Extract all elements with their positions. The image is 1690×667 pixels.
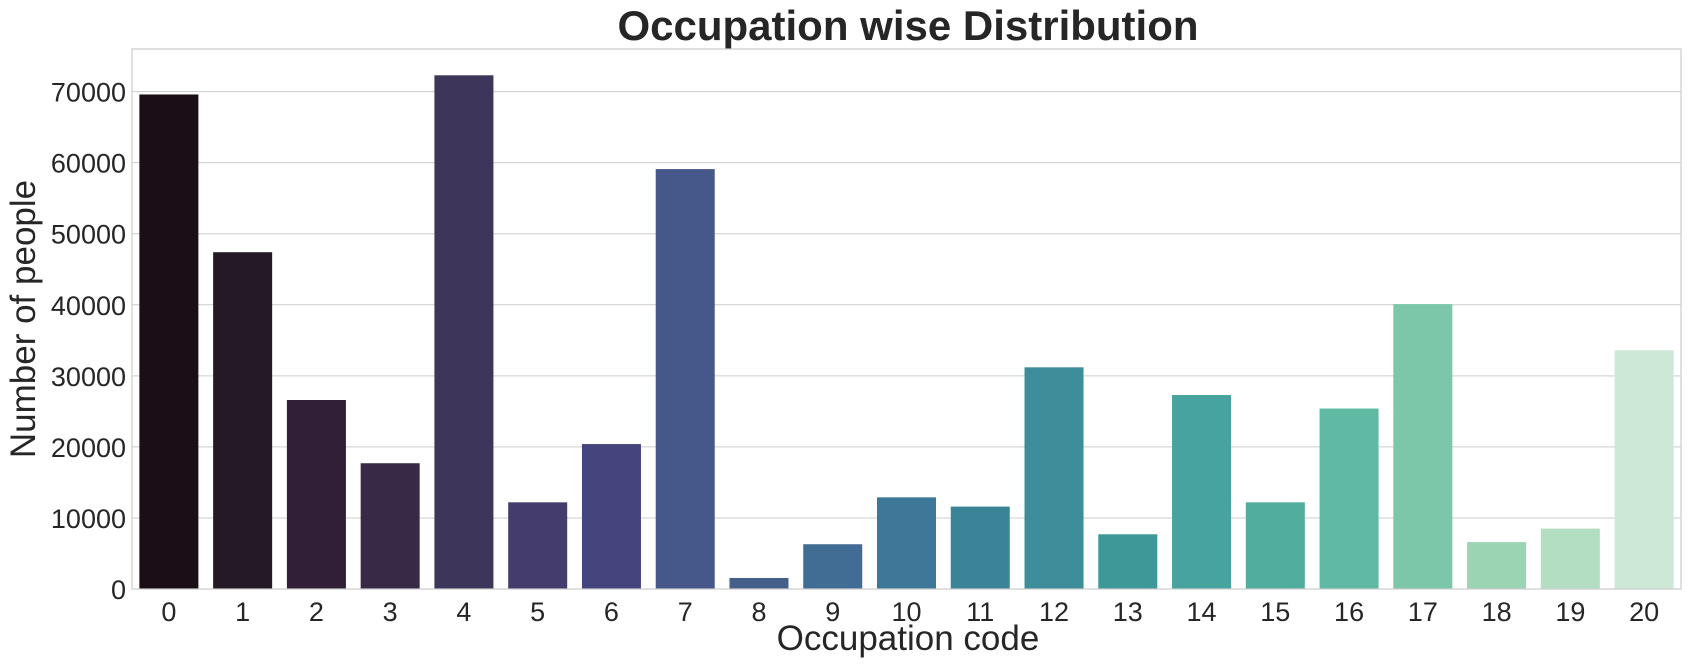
x-tick-label: 9 — [825, 597, 840, 627]
x-tick-label: 1 — [235, 597, 250, 627]
bar-occupation-2 — [286, 400, 346, 589]
x-tick-label: 14 — [1187, 597, 1217, 627]
x-tick-label: 8 — [751, 597, 766, 627]
y-tick-label: 40000 — [51, 291, 126, 321]
x-tick-label: 7 — [678, 597, 693, 627]
bar-occupation-8 — [729, 577, 789, 589]
bar-occupation-7 — [655, 169, 715, 589]
plot-frame — [131, 48, 1682, 590]
y-tick-label: 20000 — [51, 433, 126, 463]
y-tick-labels: 0 10000 20000 30000 40000 50000 60000 70000 — [51, 78, 126, 605]
x-tick-label: 11 — [966, 597, 994, 627]
bar-occupation-5 — [508, 502, 568, 589]
bar-occupation-3 — [360, 463, 420, 589]
x-tick-label: 10 — [891, 597, 921, 627]
x-tick-label: 12 — [1039, 597, 1069, 627]
y-tick-label: 60000 — [51, 149, 126, 179]
bar-occupation-12 — [1024, 367, 1084, 589]
bar-occupation-18 — [1467, 542, 1527, 589]
x-tick-label: 13 — [1113, 597, 1143, 627]
x-tick-labels: 0 1 2 3 4 5 6 7 8 9 10 11 12 13 14 15 16 17 18 19 20 — [161, 597, 1659, 627]
y-tick-label: 30000 — [51, 362, 126, 392]
x-axis-label: Occupation code — [777, 619, 1040, 658]
x-tick-label: 20 — [1629, 597, 1659, 627]
bar-occupation-1 — [213, 252, 273, 590]
y-tick-label: 70000 — [51, 78, 126, 108]
y-axis-label: Number of people — [4, 180, 43, 458]
x-tick-label: 3 — [383, 597, 398, 627]
bar-occupation-20 — [1614, 350, 1674, 589]
x-tick-label: 6 — [604, 597, 619, 627]
y-tick-label: 10000 — [51, 504, 126, 534]
x-tick-label: 15 — [1260, 597, 1290, 627]
bars — [139, 75, 1674, 590]
bar-occupation-14 — [1172, 395, 1232, 589]
x-tick-label: 16 — [1334, 597, 1364, 627]
bar-occupation-4 — [434, 75, 494, 589]
bar-occupation-6 — [581, 444, 641, 589]
x-tick-label: 18 — [1482, 597, 1512, 627]
bar-occupation-15 — [1245, 502, 1305, 589]
bar-occupation-17 — [1393, 304, 1453, 589]
chart-title: Occupation wise Distribution — [617, 2, 1198, 49]
x-tick-label: 5 — [530, 597, 545, 627]
x-tick-label: 4 — [456, 597, 471, 627]
bar-occupation-16 — [1319, 408, 1379, 589]
bar-occupation-10 — [876, 497, 937, 589]
bar-occupation-0 — [139, 94, 199, 589]
x-tick-label: 0 — [161, 597, 176, 627]
bar-occupation-9 — [803, 544, 863, 589]
bar-occupation-19 — [1540, 528, 1600, 589]
y-tick-label: 0 — [111, 575, 126, 605]
x-tick-label: 17 — [1408, 597, 1438, 627]
bar-occupation-13 — [1098, 534, 1158, 589]
x-tick-label: 2 — [309, 597, 324, 627]
bar-occupation-11 — [950, 506, 1010, 589]
y-tick-label: 50000 — [51, 220, 126, 250]
x-tick-label: 19 — [1555, 597, 1585, 627]
